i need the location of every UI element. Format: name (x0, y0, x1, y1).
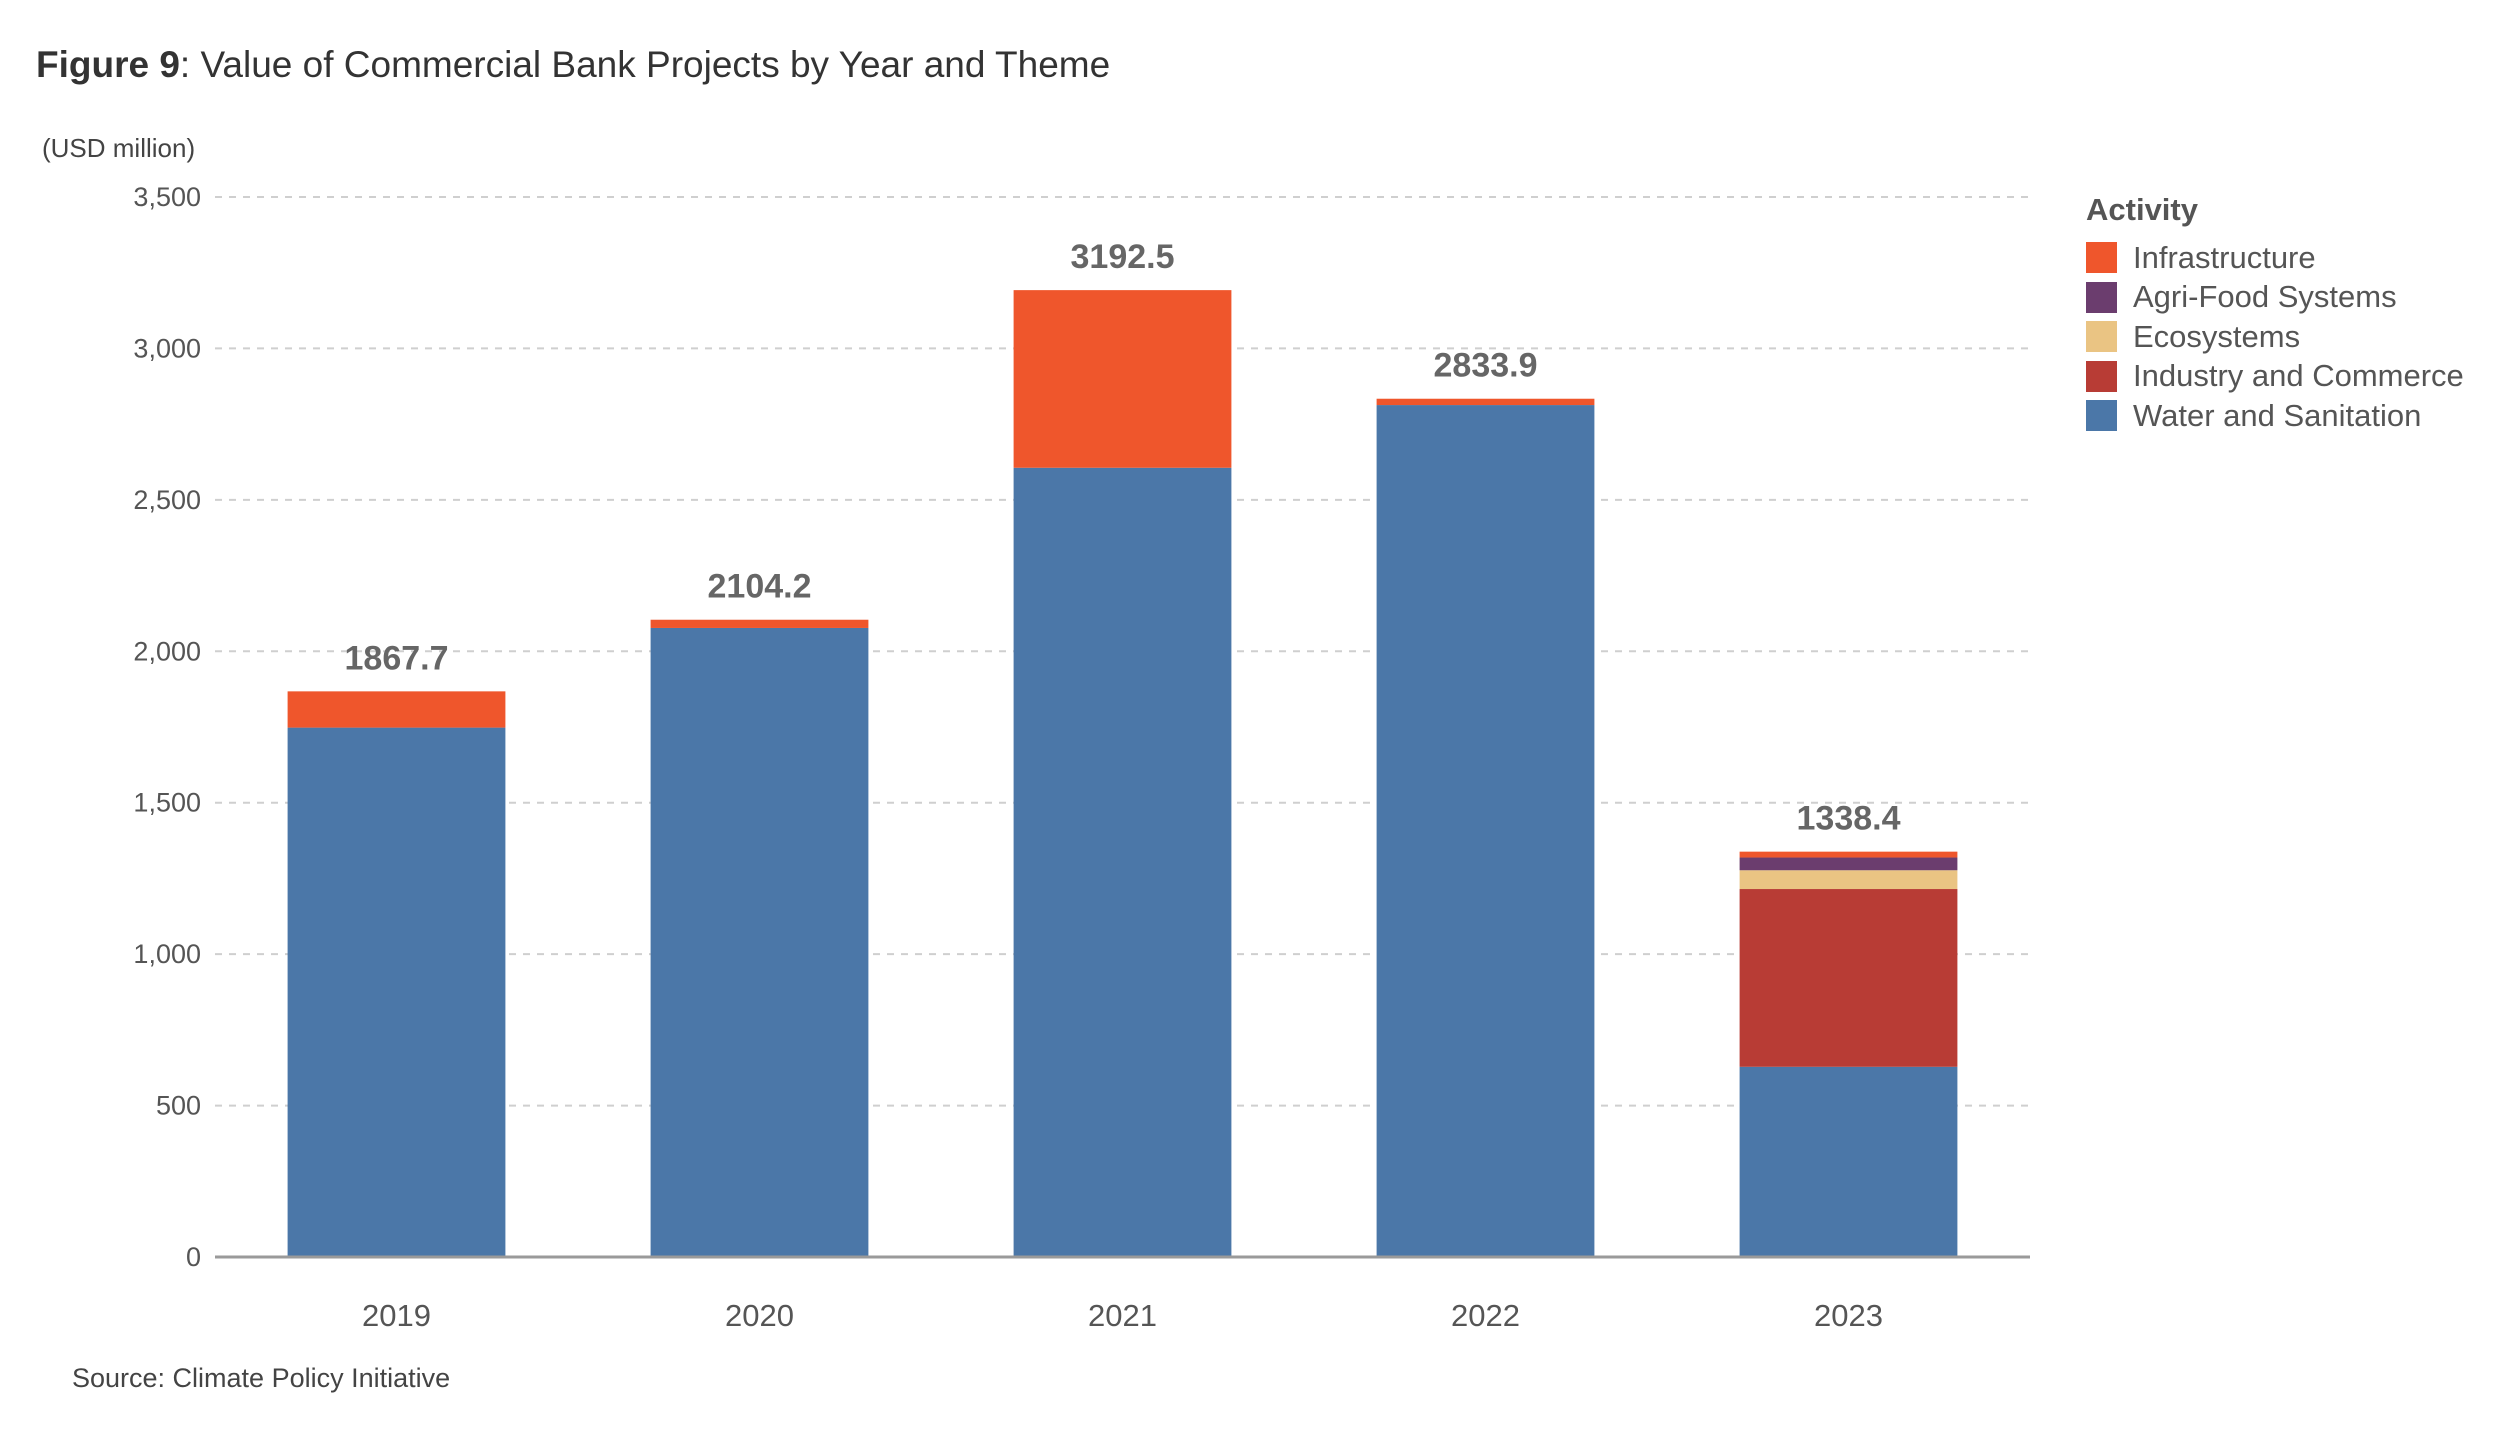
total-label: 3192.5 (1071, 238, 1175, 276)
y-tick-label: 2,000 (133, 636, 201, 666)
legend-items: Infrastructure Agri-Food Systems Ecosystem… (2086, 238, 2464, 436)
bar-segment-water-and-sanitation (1013, 467, 1232, 1257)
bar-segment-industry-and-commerce (1739, 889, 1958, 1067)
legend-swatch (2086, 400, 2117, 432)
total-label: 2833.9 (1434, 347, 1538, 385)
bar-segment-water-and-sanitation (1376, 405, 1595, 1257)
gridlines (215, 196, 2030, 1107)
legend-label: Water and Sanitation (2133, 397, 2422, 433)
legend-item: Infrastructure (2086, 238, 2464, 278)
x-tick-label: 2023 (1814, 1298, 1883, 1333)
figure-title-text: : Value of Commercial Bank Projects by Y… (179, 44, 1111, 85)
bar-segment-infrastructure (287, 691, 506, 728)
figure-number: Figure 9 (36, 44, 180, 85)
legend: Activity Infrastructure Agri-Food Systems… (2086, 192, 2464, 436)
bar-segment-agri-food-systems (1739, 857, 1958, 871)
bar-segment-water-and-sanitation (287, 727, 506, 1257)
y-tick-label: 0 (186, 1242, 201, 1272)
x-tick-label: 2021 (1088, 1298, 1157, 1333)
total-label: 1867.7 (345, 639, 449, 677)
legend-swatch (2086, 281, 2117, 313)
y-axis-label: (USD million) (42, 133, 195, 163)
x-tick-label: 2020 (725, 1298, 794, 1333)
data-labels: 1867.7 2104.2 3192.5 2833.9 1338.4 (345, 238, 1901, 838)
bar-segment-infrastructure (1739, 851, 1958, 858)
x-tick-label: 2022 (1451, 1298, 1520, 1333)
legend-swatch (2086, 242, 2117, 274)
legend-label: Agri-Food Systems (2133, 279, 2397, 315)
x-tick-label: 2019 (362, 1298, 431, 1333)
bars (287, 290, 1958, 1257)
y-tick-label: 2,500 (133, 485, 201, 515)
axes: (USD million) 0 500 1,000 1,500 2,000 2,500 3,0… (42, 133, 2030, 1333)
legend-label: Infrastructure (2133, 239, 2316, 275)
legend-swatch (2086, 360, 2117, 392)
legend-swatch (2086, 321, 2117, 353)
bar-segment-water-and-sanitation (1739, 1066, 1958, 1257)
legend-item: Agri-Food Systems (2086, 278, 2464, 318)
legend-title: Activity (2086, 192, 2198, 227)
legend-item: Ecosystems (2086, 317, 2464, 357)
bar-segment-infrastructure (1013, 290, 1232, 468)
y-tick-label: 500 (156, 1091, 201, 1121)
bar-segment-infrastructure (1376, 398, 1595, 406)
y-tick-label: 1,000 (133, 939, 201, 969)
figure-title: Figure 9: Value of Commercial Bank Proje… (36, 44, 1110, 86)
y-tick-label: 1,500 (133, 788, 201, 818)
bar-segment-infrastructure (650, 619, 869, 628)
total-label: 1338.4 (1797, 800, 1901, 838)
total-label: 2104.2 (708, 568, 812, 606)
y-tick-label: 3,500 (133, 182, 201, 212)
legend-item: Water and Sanitation (2086, 396, 2464, 436)
legend-label: Ecosystems (2133, 318, 2301, 354)
legend-label: Industry and Commerce (2133, 358, 2464, 394)
source-note: Source: Climate Policy Initiative (72, 1363, 451, 1393)
bar-segment-ecosystems (1739, 870, 1958, 890)
legend-item: Industry and Commerce (2086, 357, 2464, 397)
y-tick-label: 3,000 (133, 333, 201, 363)
bar-segment-water-and-sanitation (650, 627, 869, 1257)
